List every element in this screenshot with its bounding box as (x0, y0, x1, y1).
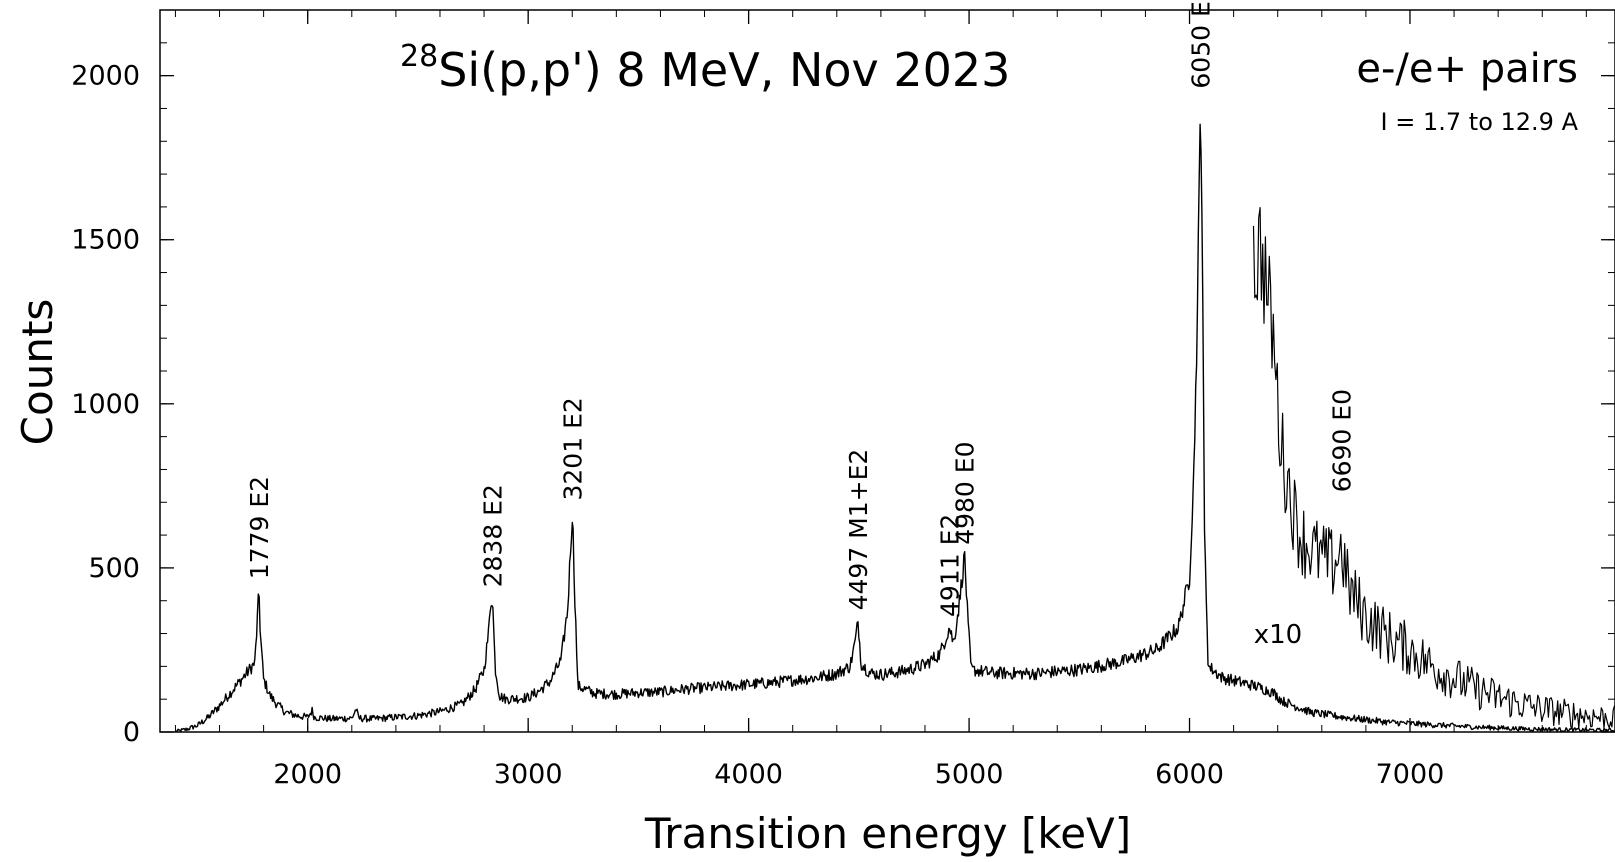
peak-label: 6690 E0 (1328, 389, 1357, 492)
x-tick-label: 3000 (494, 759, 563, 790)
x-tick-label: 2000 (273, 759, 342, 790)
y-tick-label: 0 (123, 717, 140, 748)
peak-label-text: 4497 M1+E2 (844, 449, 873, 611)
y-tick-label: 1000 (71, 389, 140, 420)
chart-title: 28Si(p,p') 8 MeV, Nov 2023 (400, 39, 1010, 97)
peak-label: 4980 E0 (951, 442, 980, 545)
series-layer (174, 123, 1615, 733)
subtitle-current: I = 1.7 to 12.9 A (1381, 108, 1579, 136)
title-main: Si(p,p') 8 MeV, Nov 2023 (438, 43, 1010, 97)
x-axis-label: Transition energy [keV] (644, 809, 1131, 858)
peak-label: 4497 M1+E2 (844, 449, 873, 611)
peak-label-text: 3201 E2 (559, 397, 588, 500)
y-tick-label: 1500 (71, 225, 140, 256)
x-tick-label: 6000 (1155, 759, 1224, 790)
x-tick-label: 5000 (935, 759, 1004, 790)
y-axis-label: Counts (13, 299, 62, 446)
peak-label-text: 4980 E0 (951, 442, 980, 545)
spectrum-main-line (174, 123, 1615, 733)
y-tick-label: 2000 (71, 61, 140, 92)
peak-label-text: 2838 E2 (478, 484, 507, 587)
scale-label: x10 (1254, 620, 1302, 650)
plot-frame (159, 9, 1615, 733)
y-tick-label: 500 (88, 553, 140, 584)
peak-label: 3201 E2 (559, 397, 588, 500)
peak-label: 2838 E2 (478, 484, 507, 587)
tick-labels: 2000 3000 4000 5000 6000 7000 0 500 1000 1500 2000 (71, 61, 1444, 790)
peak-label: 6050 E0 (16O) (1185, 0, 1216, 89)
peak-label-text: 6690 E0 (1328, 389, 1357, 492)
spectrum-x10-line (1252, 207, 1615, 729)
peak-label: 1779 E2 (245, 476, 274, 579)
major-ticks (160, 10, 1615, 733)
title-superscript: 28 (400, 39, 438, 74)
subtitle-pairs: e-/e+ pairs (1356, 46, 1578, 92)
peak-label-text: 1779 E2 (245, 476, 274, 579)
peak-label-text: 4911 E2 (935, 514, 964, 617)
peak-label-text: 6050 E0 (16O) (1185, 0, 1216, 89)
peak-annotations: 1779 E2 2838 E2 3201 E2 4497 M1+E2 4911 E249… (245, 0, 1357, 617)
x-tick-label: 7000 (1376, 759, 1445, 790)
x-tick-label: 4000 (714, 759, 783, 790)
peak-label: 4911 E2 (935, 514, 964, 617)
